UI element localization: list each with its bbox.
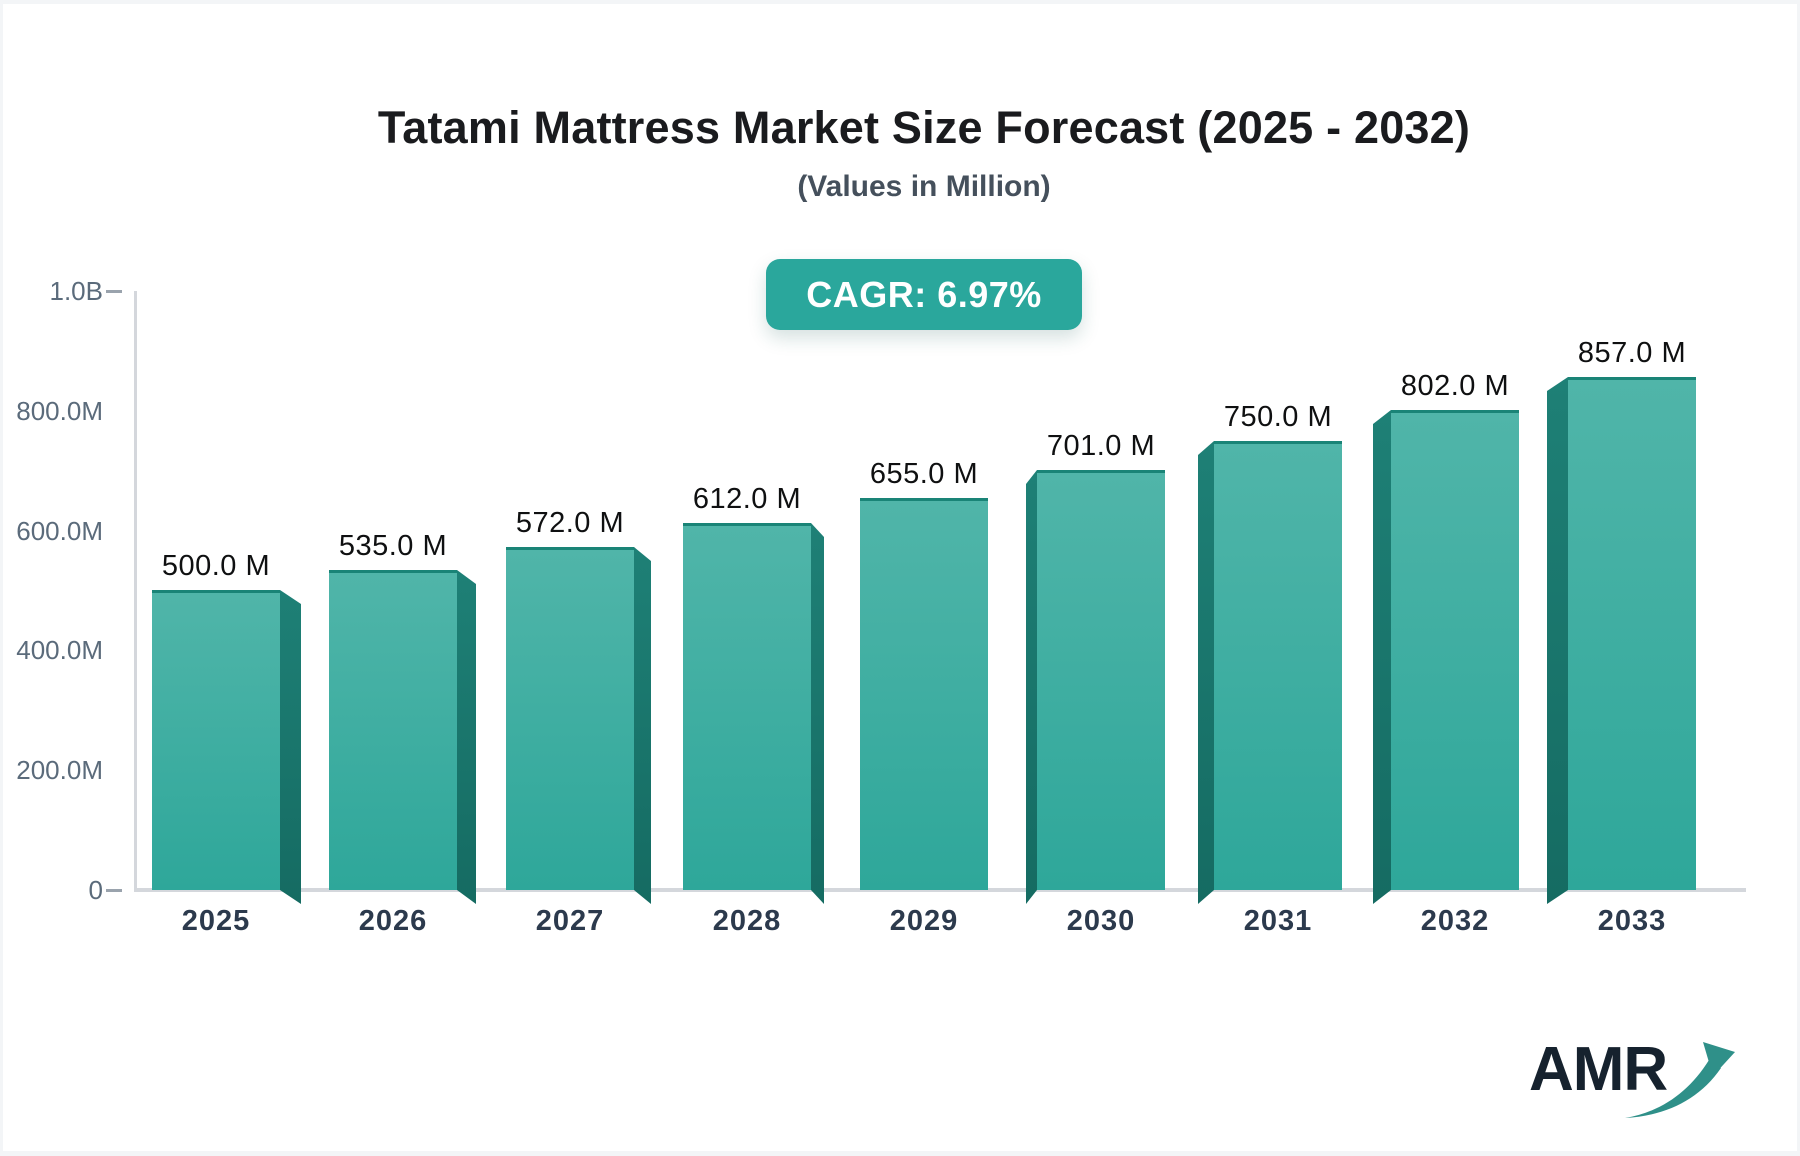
y-axis-tick — [106, 889, 122, 892]
bar-2030[interactable] — [1037, 470, 1165, 890]
bar-face[interactable] — [1568, 377, 1696, 890]
x-axis-label-2027: 2027 — [535, 905, 605, 937]
bar-side-face — [1547, 377, 1568, 904]
x-axis-line — [134, 888, 1746, 892]
chart-title: Tatami Mattress Market Size Forecast (20… — [377, 102, 1471, 153]
bar-face[interactable] — [860, 498, 988, 890]
y-axis-label: 0 — [88, 875, 103, 905]
bar-face[interactable] — [329, 570, 457, 890]
x-axis-label-2031: 2031 — [1243, 905, 1313, 937]
bar-2025[interactable] — [152, 590, 280, 890]
x-axis-label-2033: 2033 — [1597, 905, 1667, 937]
bar-2028[interactable] — [683, 523, 811, 890]
bar-2032[interactable] — [1391, 410, 1519, 890]
y-axis-label: 600.0M — [16, 515, 103, 546]
growth-arrow-icon — [1625, 1042, 1735, 1118]
x-axis-label-2026: 2026 — [358, 905, 428, 937]
chart-subtitle: (Values in Million) — [797, 170, 1051, 203]
x-axis-label-2028: 2028 — [712, 905, 782, 937]
bar-value-label: 802.0 M — [1400, 370, 1510, 402]
cagr-badge: CAGR: 6.97% — [766, 259, 1082, 330]
bar-side-face — [811, 523, 824, 904]
x-axis-label-2032: 2032 — [1420, 905, 1490, 937]
y-axis-label: 1.0B — [49, 276, 104, 306]
x-axis-label-2029: 2029 — [889, 905, 959, 937]
bar-face[interactable] — [152, 590, 280, 890]
bar-value-label: 701.0 M — [1046, 430, 1156, 462]
bar-value-label: 655.0 M — [869, 458, 979, 490]
bar-side-face — [457, 570, 476, 904]
y-axis-line — [134, 291, 137, 890]
bar-side-face — [634, 547, 651, 904]
bar-face[interactable] — [683, 523, 811, 890]
bar-value-label: 612.0 M — [692, 483, 802, 515]
bar-2026[interactable] — [329, 570, 457, 890]
bar-face[interactable] — [1037, 470, 1165, 890]
bar-face[interactable] — [506, 547, 634, 890]
bar-side-face — [1026, 470, 1037, 904]
bar-2033[interactable] — [1568, 377, 1696, 890]
bar-value-label: 500.0 M — [161, 550, 271, 582]
bar-value-label: 572.0 M — [515, 507, 625, 539]
bar-2031[interactable] — [1214, 441, 1342, 890]
bar-value-label: 535.0 M — [338, 530, 448, 562]
bar-side-face — [1373, 410, 1391, 904]
x-axis-label-2030: 2030 — [1066, 905, 1136, 937]
y-axis-label: 400.0M — [16, 635, 103, 666]
bar-value-label: 750.0 M — [1223, 401, 1333, 433]
bar-side-face — [280, 590, 301, 904]
bar-2027[interactable] — [506, 547, 634, 890]
bar-face[interactable] — [1214, 441, 1342, 890]
cagr-badge-row: CAGR: 6.97% — [51, 259, 1797, 330]
bar-2029[interactable] — [860, 498, 988, 890]
bar-face[interactable] — [1391, 410, 1519, 890]
chart-card: Tatami Mattress Market Size Forecast (20… — [3, 4, 1797, 1151]
y-axis-label: 200.0M — [16, 755, 103, 786]
amr-logo: AMR — [1529, 1034, 1735, 1124]
y-axis-tick — [106, 290, 122, 293]
x-axis-label-2025: 2025 — [181, 905, 251, 937]
amr-logo-text: AMR — [1529, 1035, 1668, 1104]
y-axis-label: 800.0M — [16, 395, 103, 426]
bar-side-face — [1198, 441, 1214, 904]
bar-value-label: 857.0 M — [1577, 337, 1687, 369]
